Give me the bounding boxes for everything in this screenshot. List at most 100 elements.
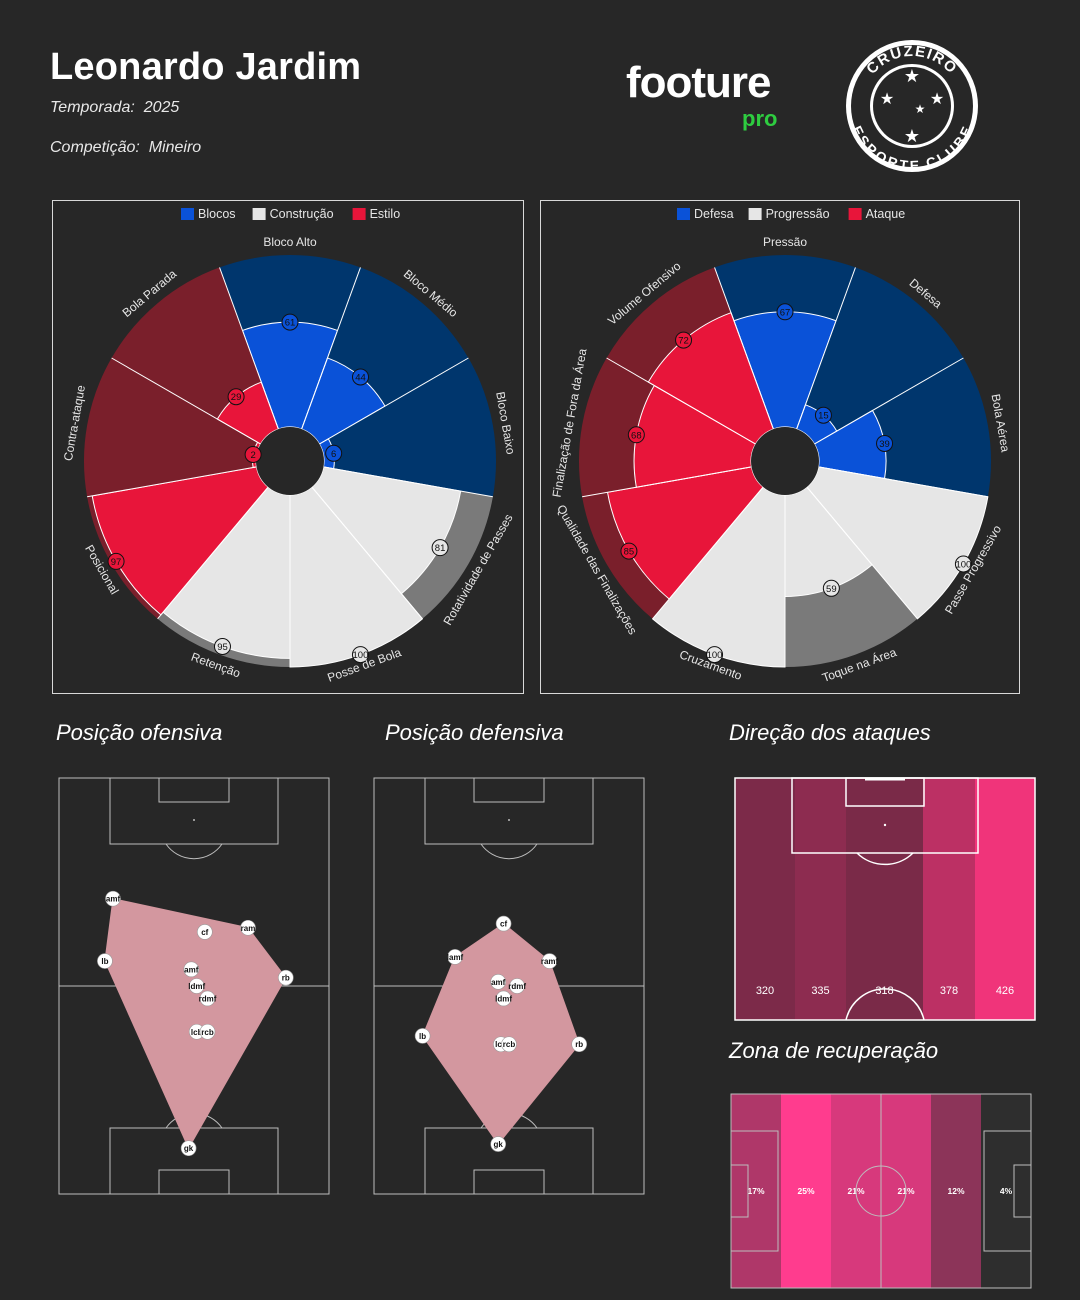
player-label: amf xyxy=(184,965,199,974)
value-badge-posse-de-bola: 100 xyxy=(351,646,369,664)
player-dot xyxy=(447,949,463,965)
player-label: ldmf xyxy=(188,982,205,991)
value-badge-circle xyxy=(431,539,449,557)
top-arc xyxy=(480,843,538,860)
bar-finalizacao-de-fora-da-area xyxy=(579,358,757,497)
value-badge-circle xyxy=(352,368,370,386)
separator-line xyxy=(652,486,764,620)
value-label: 67 xyxy=(780,307,791,318)
zone-fill xyxy=(931,1094,981,1288)
player-dot xyxy=(490,974,506,990)
player-label: cf xyxy=(201,928,208,937)
value-badge-circle xyxy=(627,426,645,444)
value-badge-posicional: 97 xyxy=(107,552,125,570)
top-arc xyxy=(165,843,223,860)
separator-line xyxy=(714,267,774,430)
zone-fill xyxy=(735,778,795,1020)
value-label: 68 xyxy=(631,430,642,441)
player-marker-lamf: lamf xyxy=(447,949,464,965)
value-badge-circle xyxy=(325,444,343,462)
player-dot xyxy=(509,978,525,994)
player-dot xyxy=(278,969,294,986)
value-badge-circle xyxy=(281,313,299,331)
value-badge-circle xyxy=(814,406,832,424)
club-badge: CRUZEIRO ESPORTE CLUBE ★ ★ ★ ★ ★ xyxy=(846,40,978,174)
zone-value: 320 xyxy=(756,985,774,997)
legend-label: Construção xyxy=(270,207,334,221)
separator-line xyxy=(311,486,423,620)
top-penalty-box xyxy=(109,777,279,845)
svg-text:★: ★ xyxy=(904,66,920,86)
penalty-arc xyxy=(856,852,914,866)
value-label: 61 xyxy=(285,318,296,329)
player-dot xyxy=(240,919,256,936)
competition-value: Mineiro xyxy=(148,139,202,156)
offensive-position-title: Posição ofensiva xyxy=(56,720,223,745)
value-badge-rotatividade-de-passes: 81 xyxy=(431,539,449,557)
attack-direction-heatmap: 320 335 318 378 426 xyxy=(734,777,1036,1021)
value-label: 15 xyxy=(818,411,829,422)
player-dot xyxy=(97,953,113,969)
bottom-goal-box xyxy=(473,1169,545,1195)
player-dot xyxy=(199,1023,216,1040)
value-badge-circle xyxy=(107,552,125,570)
direction-zone-center: 318 xyxy=(846,778,923,1020)
brand-sub: pro xyxy=(742,106,778,131)
bar-posicional xyxy=(87,466,269,619)
player-marker-rcb: rcb xyxy=(199,1023,216,1040)
value-label: 2 xyxy=(250,450,255,461)
player-label: ram xyxy=(241,924,256,933)
zone-value: 426 xyxy=(996,985,1014,997)
value-badge-circle xyxy=(954,555,972,573)
player-dot xyxy=(180,1140,197,1157)
player-marker-rdmf: rdmf xyxy=(199,990,217,1007)
player-marker-rb: rb xyxy=(278,969,294,986)
player-label: ldmf xyxy=(495,994,512,1003)
player-label: lb xyxy=(419,1032,426,1041)
bar-passe-progressivo xyxy=(806,466,989,620)
value-badge-circle xyxy=(351,646,369,664)
legend-swatch xyxy=(352,208,366,220)
player-label: rcb xyxy=(201,1028,214,1037)
player-label: lcb xyxy=(495,1040,507,1049)
phases-polar-chart: Defesa Progressão Ataque67Pressão15Defesa3… xyxy=(549,207,1013,685)
player-label: amf xyxy=(491,978,506,987)
legend-label: Defesa xyxy=(694,207,734,221)
recovery-zone-2: 25% xyxy=(781,1094,831,1288)
zone-fill xyxy=(781,1094,831,1288)
player-dot xyxy=(197,924,213,940)
legend-item-ataque: Ataque xyxy=(848,207,906,221)
attack-direction-title: Direção dos ataques xyxy=(729,720,931,745)
left-goal-box xyxy=(730,1164,749,1218)
player-marker-ldmf: ldmf xyxy=(188,978,205,994)
player-dot xyxy=(571,1036,587,1053)
value-badge-circle xyxy=(213,637,231,655)
player-dot xyxy=(199,990,216,1007)
value-badge-qualidade-das-finalizacoes: 85 xyxy=(620,542,638,560)
top-goal-box xyxy=(158,777,230,803)
value-badge-retencao: 95 xyxy=(213,637,231,655)
brand-main: footure xyxy=(626,58,772,107)
category-label: Bloco Alto xyxy=(263,235,317,249)
center-circle xyxy=(855,1165,907,1217)
direction-zone-left: 320 xyxy=(735,778,795,1020)
separator-line xyxy=(219,267,279,430)
bar-rotatividade-de-passes xyxy=(311,466,493,619)
top-penalty-box xyxy=(424,777,594,845)
value-badge-finalizacao-de-fora-da-area: 68 xyxy=(627,426,645,444)
styles-polar-chart: Blocos Construção Estilo 61 Bloco Alto 44 Bloc… xyxy=(61,207,518,685)
zone-percent: 4% xyxy=(1000,1186,1013,1196)
separator-line xyxy=(111,357,261,445)
player-dot xyxy=(414,1028,431,1044)
legend-label: Blocos xyxy=(198,207,236,221)
player-label: ramf xyxy=(541,957,559,966)
player-marker-amf: amf xyxy=(183,961,200,978)
legend-label: Ataque xyxy=(866,207,906,221)
value-badge-bola-aerea: 39 xyxy=(876,434,894,452)
separator-line xyxy=(301,267,361,430)
value-badge-circle xyxy=(227,388,245,406)
separator-line xyxy=(796,267,856,430)
bar-cruzamento xyxy=(651,486,786,668)
player-label: amf xyxy=(106,895,121,904)
player-marker-gk: gk xyxy=(490,1136,506,1152)
